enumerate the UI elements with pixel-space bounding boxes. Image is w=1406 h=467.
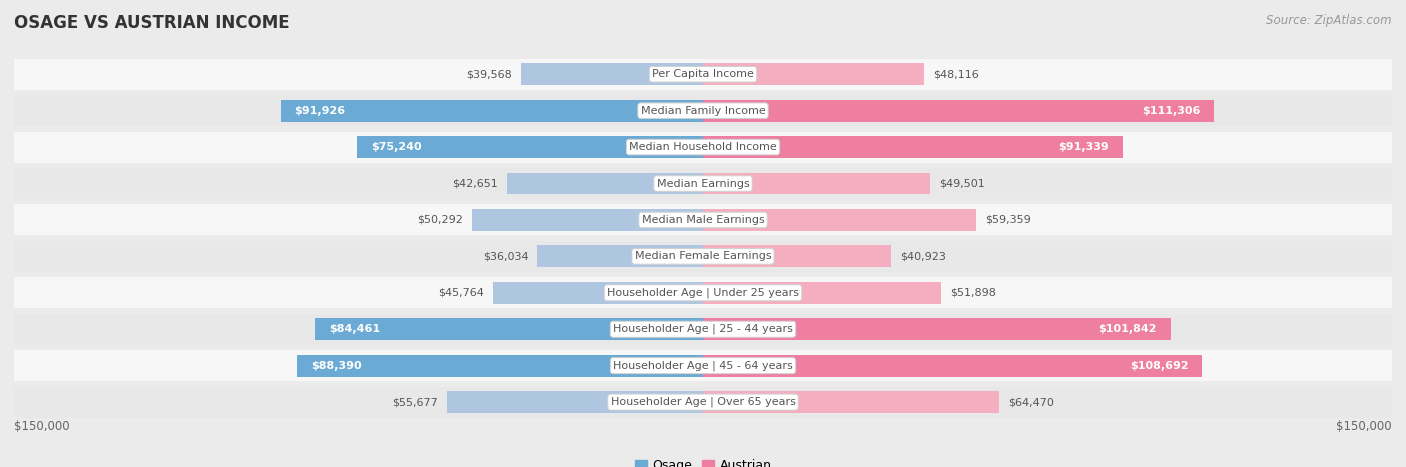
Bar xyxy=(703,282,942,304)
Bar xyxy=(522,64,703,85)
Bar xyxy=(508,173,703,194)
Bar xyxy=(14,205,1392,235)
Bar xyxy=(703,173,931,194)
Text: $111,306: $111,306 xyxy=(1142,106,1201,116)
Text: Householder Age | Under 25 years: Householder Age | Under 25 years xyxy=(607,288,799,298)
Text: $84,461: $84,461 xyxy=(329,324,380,334)
Text: $91,339: $91,339 xyxy=(1057,142,1109,152)
Bar xyxy=(703,209,976,231)
Text: Householder Age | Over 65 years: Householder Age | Over 65 years xyxy=(610,397,796,407)
Text: $64,470: $64,470 xyxy=(1008,397,1054,407)
Bar xyxy=(703,100,1215,121)
Text: Median Female Earnings: Median Female Earnings xyxy=(634,251,772,262)
Text: $59,359: $59,359 xyxy=(984,215,1031,225)
Text: $39,568: $39,568 xyxy=(467,69,512,79)
Text: Median Earnings: Median Earnings xyxy=(657,178,749,189)
Bar xyxy=(14,314,1392,345)
Bar xyxy=(703,136,1122,158)
Text: $36,034: $36,034 xyxy=(482,251,529,262)
Text: $50,292: $50,292 xyxy=(418,215,463,225)
Bar xyxy=(315,318,703,340)
Text: $91,926: $91,926 xyxy=(295,106,346,116)
Text: $48,116: $48,116 xyxy=(934,69,979,79)
Bar xyxy=(703,64,924,85)
Text: $108,692: $108,692 xyxy=(1130,361,1188,371)
Bar xyxy=(703,246,891,267)
Bar xyxy=(281,100,703,121)
Bar xyxy=(494,282,703,304)
Bar xyxy=(14,241,1392,272)
Bar xyxy=(14,95,1392,126)
Text: $55,677: $55,677 xyxy=(392,397,439,407)
Bar xyxy=(703,391,1000,413)
Text: $49,501: $49,501 xyxy=(939,178,986,189)
Bar xyxy=(537,246,703,267)
Bar xyxy=(447,391,703,413)
Text: $51,898: $51,898 xyxy=(950,288,997,298)
Legend: Osage, Austrian: Osage, Austrian xyxy=(631,456,775,467)
Text: Median Male Earnings: Median Male Earnings xyxy=(641,215,765,225)
Bar xyxy=(357,136,703,158)
Text: $150,000: $150,000 xyxy=(14,420,70,433)
Text: $42,651: $42,651 xyxy=(453,178,498,189)
Text: Source: ZipAtlas.com: Source: ZipAtlas.com xyxy=(1267,14,1392,27)
Text: $75,240: $75,240 xyxy=(371,142,422,152)
Text: Householder Age | 25 - 44 years: Householder Age | 25 - 44 years xyxy=(613,324,793,334)
Text: OSAGE VS AUSTRIAN INCOME: OSAGE VS AUSTRIAN INCOME xyxy=(14,14,290,32)
Bar xyxy=(297,355,703,376)
Text: $45,764: $45,764 xyxy=(437,288,484,298)
Text: Householder Age | 45 - 64 years: Householder Age | 45 - 64 years xyxy=(613,361,793,371)
Text: $40,923: $40,923 xyxy=(900,251,946,262)
Text: $101,842: $101,842 xyxy=(1098,324,1157,334)
Bar xyxy=(703,355,1202,376)
Text: Median Household Income: Median Household Income xyxy=(628,142,778,152)
Bar xyxy=(14,277,1392,308)
Bar xyxy=(703,318,1171,340)
Bar xyxy=(472,209,703,231)
Bar xyxy=(14,350,1392,381)
Text: $88,390: $88,390 xyxy=(311,361,361,371)
Text: Median Family Income: Median Family Income xyxy=(641,106,765,116)
Text: Per Capita Income: Per Capita Income xyxy=(652,69,754,79)
Bar xyxy=(14,59,1392,90)
Bar xyxy=(14,168,1392,199)
Text: $150,000: $150,000 xyxy=(1336,420,1392,433)
Bar xyxy=(14,387,1392,417)
Bar xyxy=(14,132,1392,163)
